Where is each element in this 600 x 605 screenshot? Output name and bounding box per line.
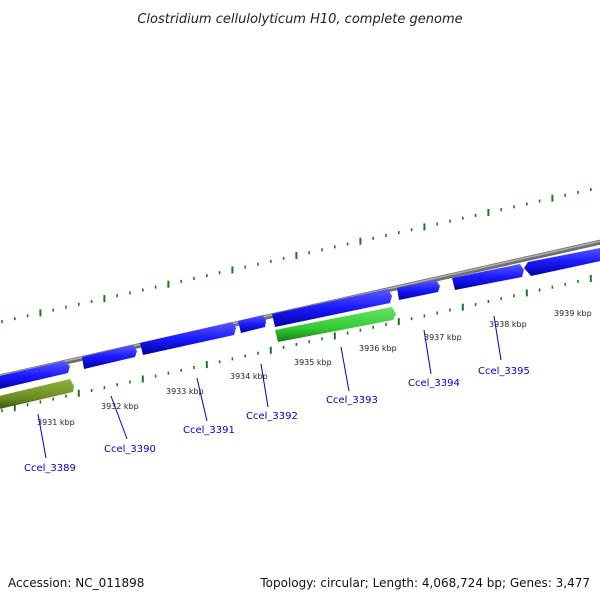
gene-arrow-3389[interactable]	[0, 361, 70, 390]
leader-line-3391	[196, 377, 208, 422]
leader-line-3392	[260, 363, 269, 408]
gene-arrow-3391[interactable]	[140, 322, 236, 355]
kbp-label: 3938 kbp	[489, 320, 527, 329]
genome-summary-text: Topology: circular; Length: 4,068,724 bp…	[259, 576, 590, 590]
gene-arrow-green[interactable]	[275, 307, 396, 342]
gene-label-3391[interactable]: Ccel_3391	[183, 425, 235, 436]
gene-label-3394[interactable]: Ccel_3394	[408, 378, 460, 389]
reverse-genes	[0, 307, 396, 410]
kbp-label: 3931 kbp	[37, 418, 75, 427]
kbp-label: 3939 kbp	[554, 309, 592, 318]
kbp-label: 3934 kbp	[230, 372, 268, 381]
gene-label-3390[interactable]: Ccel_3390	[104, 444, 156, 455]
map-title: Clostridium cellulolyticum H10, complete…	[137, 12, 462, 27]
forward-genes	[0, 247, 600, 390]
gene-label-3393[interactable]: Ccel_3393	[326, 395, 378, 406]
accession-text: Accession: NC_011898	[8, 576, 144, 590]
outer-ticks	[1, 188, 592, 324]
gene-label-3389[interactable]: Ccel_3389	[24, 463, 76, 474]
kbp-label: 3936 kbp	[359, 344, 397, 353]
inner-ticks	[1, 275, 592, 413]
kbp-label: 3932 kbp	[101, 402, 139, 411]
gene-arrow-next[interactable]	[524, 247, 600, 276]
gene-arrow-3392[interactable]	[238, 315, 266, 333]
kbp-label: 3933 kbp	[166, 387, 204, 396]
leader-line-3390	[110, 395, 128, 440]
leader-line-3389	[37, 413, 47, 459]
kbp-labels: 3931 kbp 3932 kbp 3933 kbp 3934 kbp 3935…	[37, 309, 592, 427]
gene-label-3395[interactable]: Ccel_3395	[478, 366, 530, 377]
leader-line-3395	[493, 315, 502, 361]
leader-line-3393	[340, 346, 350, 392]
kbp-label: 3937 kbp	[424, 333, 462, 342]
gene-arrow-3393[interactable]	[272, 289, 392, 327]
gene-arrow-3394[interactable]	[397, 280, 440, 300]
gene-leader-lines	[37, 315, 502, 459]
gene-label-3392[interactable]: Ccel_3392	[246, 411, 298, 422]
gene-arrow-3395[interactable]	[452, 264, 524, 290]
gene-labels: Ccel_3389 Ccel_3390 Ccel_3391 Ccel_3392 …	[24, 366, 530, 474]
kbp-label: 3935 kbp	[294, 358, 332, 367]
leader-line-3394	[423, 329, 432, 375]
gene-arrow-3390[interactable]	[82, 345, 137, 369]
gene-arrow-olive[interactable]	[0, 379, 74, 410]
